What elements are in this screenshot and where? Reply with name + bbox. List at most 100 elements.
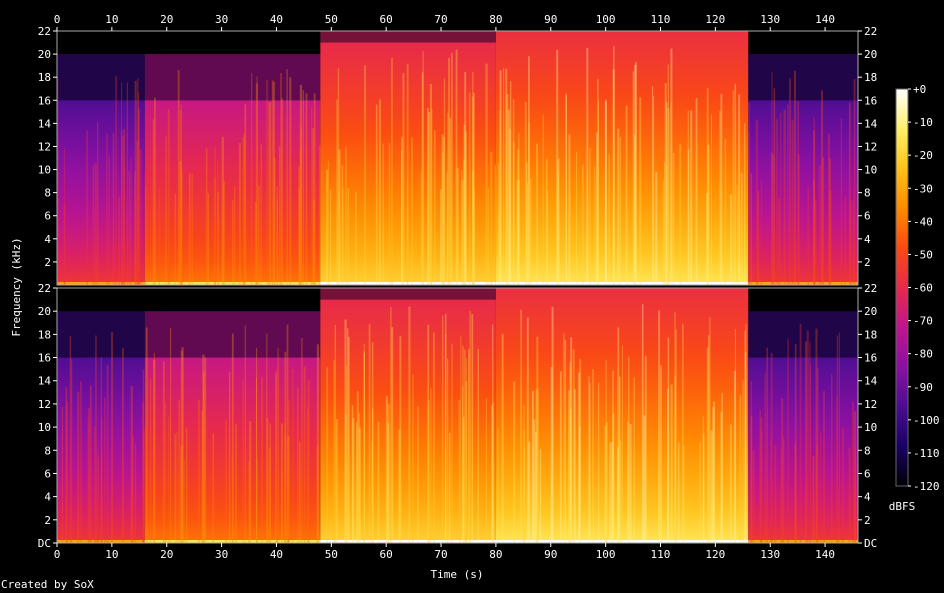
- colorbar-tick-10: -100: [913, 414, 940, 427]
- y-tick-left-2-1: 20: [38, 305, 51, 318]
- x-tick-top-0: 0: [54, 13, 61, 26]
- x-tick-bottom-14: 140: [815, 548, 835, 561]
- x-tick-bottom-2: 20: [160, 548, 173, 561]
- colorbar-tick-8: -80: [913, 348, 933, 361]
- colorbar-tick-2: -20: [913, 149, 933, 162]
- colorbar-tick-3: -30: [913, 182, 933, 195]
- x-tick-bottom-3: 30: [215, 548, 228, 561]
- x-tick-bottom-10: 100: [596, 548, 616, 561]
- y-tick-right-2-6: 10: [864, 421, 877, 434]
- y-tick-left-1-4: 14: [38, 117, 52, 130]
- y-tick-right-2-0: 22: [864, 282, 877, 295]
- segment-2: [144, 100, 321, 285]
- y-tick-right-2-11: DC: [864, 537, 877, 550]
- y-tick-right-2-7: 8: [864, 444, 871, 457]
- segment-2: [144, 357, 321, 543]
- y-tick-right-1-6: 10: [864, 164, 877, 177]
- segment-1: [57, 357, 145, 543]
- x-tick-bottom-8: 80: [489, 548, 502, 561]
- colorbar-tick-12: -120: [913, 480, 940, 493]
- colorbar-label: dBFS: [889, 500, 916, 513]
- segment-4: [495, 31, 749, 285]
- x-tick-top-14: 140: [815, 13, 835, 26]
- y-axis-label: Frequency (kHz): [10, 237, 23, 336]
- y-tick-right-2-8: 6: [864, 467, 871, 480]
- x-tick-top-6: 60: [380, 13, 393, 26]
- y-tick-left-2-9: 4: [44, 491, 51, 504]
- colorbar-tick-0: +0: [913, 83, 926, 96]
- y-tick-left-2-5: 12: [38, 398, 51, 411]
- y-tick-right-1-8: 6: [864, 210, 871, 223]
- y-tick-left-1-2: 18: [38, 71, 51, 84]
- x-tick-bottom-4: 40: [270, 548, 283, 561]
- x-axis-label: Time (s): [431, 568, 484, 581]
- y-tick-left-2-11: DC: [38, 537, 51, 550]
- y-tick-right-1-2: 18: [864, 71, 877, 84]
- colorbar-tick-1: -10: [913, 116, 933, 129]
- credit-text: Created by SoX: [1, 578, 94, 591]
- colorbar-tick-7: -70: [913, 315, 933, 328]
- y-tick-right-2-4: 14: [864, 375, 878, 388]
- x-tick-top-13: 130: [760, 13, 780, 26]
- colorbar: [895, 88, 909, 487]
- x-tick-bottom-6: 60: [380, 548, 393, 561]
- y-tick-right-1-7: 8: [864, 187, 871, 200]
- channel-2-spectrogram: [57, 288, 858, 543]
- y-tick-left-1-6: 10: [38, 164, 51, 177]
- y-tick-left-1-8: 6: [44, 210, 51, 223]
- y-tick-right-1-0: 22: [864, 25, 877, 38]
- x-tick-top-11: 110: [651, 13, 671, 26]
- y-tick-left-1-1: 20: [38, 48, 51, 61]
- colorbar-tick-6: -60: [913, 282, 933, 295]
- x-tick-bottom-7: 70: [434, 548, 447, 561]
- y-tick-left-2-7: 8: [44, 444, 51, 457]
- y-tick-right-1-5: 12: [864, 140, 877, 153]
- x-tick-bottom-12: 120: [705, 548, 725, 561]
- y-tick-left-1-7: 8: [44, 187, 51, 200]
- segment-1: [57, 100, 145, 285]
- x-tick-top-4: 40: [270, 13, 283, 26]
- y-tick-right-2-10: 2: [864, 514, 871, 527]
- colorbar-tick-9: -90: [913, 381, 933, 394]
- segment-5: [748, 357, 858, 543]
- x-tick-bottom-1: 10: [105, 548, 118, 561]
- y-tick-right-2-9: 4: [864, 491, 871, 504]
- colorbar-tick-5: -50: [913, 248, 933, 261]
- channel-1-spectrogram: [57, 31, 858, 286]
- y-tick-left-1-9: 4: [44, 233, 51, 246]
- segment-3: [320, 299, 496, 543]
- y-tick-right-1-1: 20: [864, 48, 877, 61]
- y-tick-left-1-5: 12: [38, 140, 51, 153]
- y-tick-right-1-9: 4: [864, 233, 871, 246]
- y-tick-left-2-4: 14: [38, 375, 52, 388]
- x-tick-bottom-0: 0: [54, 548, 61, 561]
- x-tick-top-3: 30: [215, 13, 228, 26]
- y-tick-left-2-3: 16: [38, 352, 51, 365]
- x-tick-top-10: 100: [596, 13, 616, 26]
- x-tick-bottom-5: 50: [325, 548, 338, 561]
- x-tick-top-1: 10: [105, 13, 118, 26]
- x-tick-top-5: 50: [325, 13, 338, 26]
- colorbar-tick-4: -40: [913, 215, 933, 228]
- y-tick-right-2-5: 12: [864, 398, 877, 411]
- x-tick-bottom-9: 90: [544, 548, 557, 561]
- x-tick-top-9: 90: [544, 13, 557, 26]
- x-tick-bottom-11: 110: [651, 548, 671, 561]
- x-tick-top-8: 80: [489, 13, 502, 26]
- y-tick-left-1-0: 22: [38, 25, 51, 38]
- y-tick-left-2-2: 18: [38, 328, 51, 341]
- y-tick-left-2-6: 10: [38, 421, 51, 434]
- segment-4: [495, 288, 749, 543]
- y-tick-left-2-8: 6: [44, 467, 51, 480]
- y-tick-right-1-4: 14: [864, 117, 878, 130]
- y-tick-left-2-0: 22: [38, 282, 51, 295]
- y-tick-left-1-10: 2: [44, 256, 51, 269]
- x-tick-bottom-13: 130: [760, 548, 780, 561]
- segment-3: [320, 42, 496, 285]
- y-tick-right-2-3: 16: [864, 352, 877, 365]
- x-tick-top-2: 20: [160, 13, 173, 26]
- y-tick-right-2-1: 20: [864, 305, 877, 318]
- y-tick-right-1-3: 16: [864, 94, 877, 107]
- y-tick-right-2-2: 18: [864, 328, 877, 341]
